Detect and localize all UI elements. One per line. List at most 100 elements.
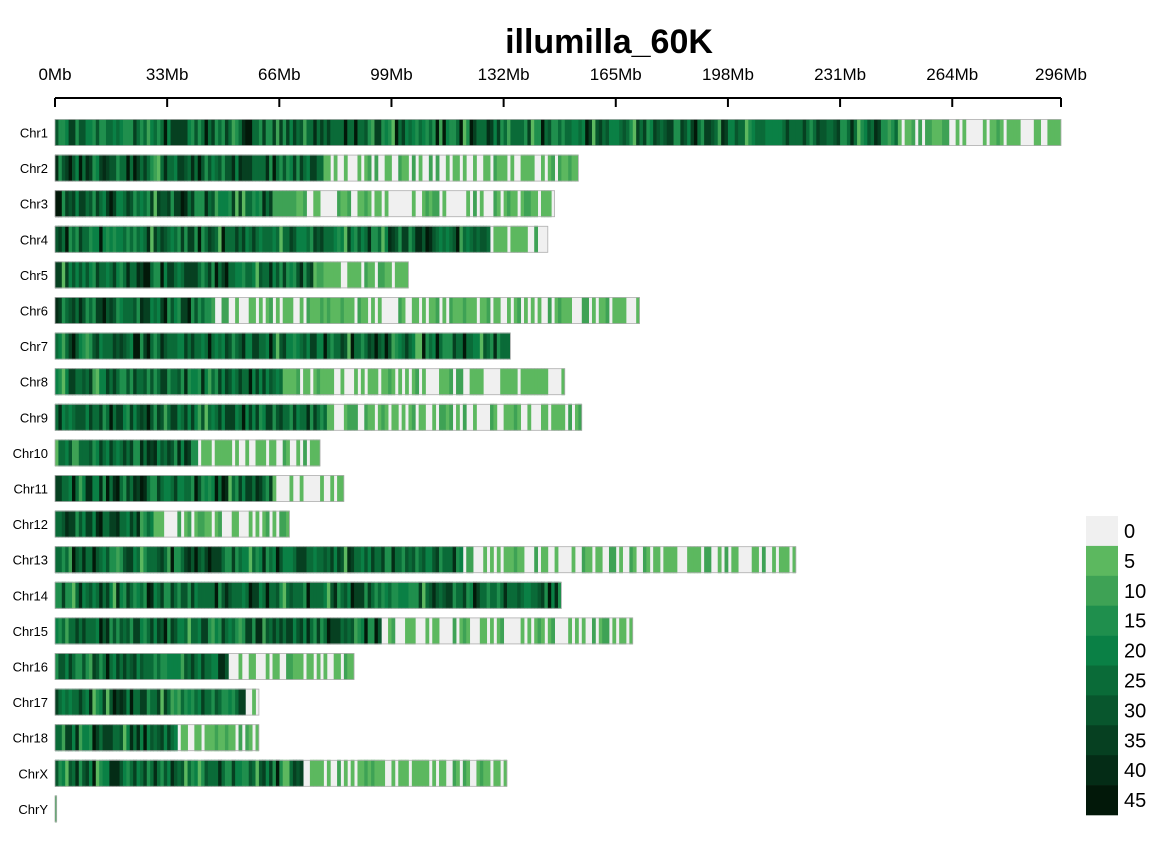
density-bin — [411, 154, 416, 182]
density-bin — [469, 332, 474, 360]
density-bin — [299, 119, 304, 146]
density-bin — [330, 332, 335, 360]
density-bin — [153, 403, 158, 431]
density-bin — [184, 688, 188, 716]
density-bin — [608, 546, 613, 574]
density-bin — [469, 225, 474, 253]
density-bin — [102, 332, 107, 360]
density-bin — [218, 368, 222, 396]
density-bin — [748, 119, 753, 146]
density-bin — [82, 510, 86, 538]
density-bin — [207, 332, 212, 360]
density-bin — [262, 225, 267, 253]
density-bin — [381, 368, 386, 396]
density-bin — [85, 297, 90, 324]
density-bin — [235, 368, 239, 396]
density-bin — [388, 119, 392, 146]
density-bin — [258, 403, 263, 431]
density-bin — [241, 332, 246, 360]
density-bin — [337, 190, 341, 218]
density-bin — [772, 119, 776, 146]
density-bin — [78, 332, 83, 360]
density-bin — [411, 759, 416, 787]
density-bin — [347, 546, 352, 574]
density-bin — [527, 403, 532, 431]
density-bin — [381, 759, 386, 787]
density-bin — [258, 297, 263, 324]
density-bin — [78, 297, 83, 324]
density-bin — [190, 225, 195, 253]
density-bin — [282, 368, 287, 396]
density-bin — [299, 653, 304, 680]
density-bin — [500, 119, 505, 146]
density-bin — [75, 297, 80, 324]
density-bin — [323, 617, 328, 645]
density-bin — [99, 688, 103, 716]
density-bin — [119, 261, 124, 289]
density-bin — [269, 403, 273, 431]
density-bin — [439, 403, 443, 431]
density-bin — [173, 190, 178, 218]
density-bin — [496, 119, 501, 146]
density-bin — [258, 119, 263, 146]
density-bin — [428, 581, 433, 609]
density-bin — [58, 439, 63, 467]
density-bin — [364, 119, 369, 146]
density-bin — [122, 368, 127, 396]
density-bin — [724, 119, 729, 146]
density-bin — [102, 439, 107, 467]
density-bin — [224, 581, 229, 609]
density-bin — [425, 546, 430, 574]
density-bin — [214, 475, 219, 502]
density-bin — [194, 581, 199, 609]
density-bin — [292, 225, 297, 253]
density-bin — [187, 190, 192, 218]
density-bin — [262, 332, 267, 360]
density-bin — [235, 475, 239, 502]
density-bin — [201, 759, 205, 787]
density-bin — [255, 225, 260, 253]
density-bin — [581, 297, 586, 324]
density-bin — [483, 581, 488, 609]
density-bin — [473, 154, 477, 182]
density-bin — [371, 759, 375, 787]
density-bin — [204, 297, 209, 324]
density-bin — [456, 581, 460, 609]
density-bin — [102, 190, 107, 218]
legend-swatch — [1086, 545, 1118, 577]
density-bin — [129, 225, 134, 253]
density-bin — [666, 546, 671, 574]
density-bin — [122, 724, 127, 752]
density-bin — [55, 261, 59, 289]
density-bin — [99, 475, 103, 502]
density-bin — [245, 581, 250, 609]
density-bin — [194, 190, 199, 218]
density-bin — [435, 225, 440, 253]
density-bin — [619, 119, 623, 146]
density-bin — [173, 475, 178, 502]
density-bin — [445, 546, 450, 574]
density-bin — [88, 403, 93, 431]
chromosome-label: Chr10 — [13, 446, 48, 461]
density-bin — [190, 653, 195, 680]
density-bin — [201, 190, 205, 218]
density-bin — [292, 154, 297, 182]
density-bin — [265, 617, 270, 645]
density-bin — [58, 510, 63, 538]
density-bin — [82, 225, 86, 253]
density-bin — [490, 546, 494, 574]
density-bin — [581, 546, 586, 574]
density-bin — [405, 617, 409, 645]
density-bin — [143, 617, 148, 645]
density-bin — [279, 190, 284, 218]
density-bin — [207, 653, 212, 680]
density-bin — [422, 368, 426, 396]
density-bin — [469, 119, 474, 146]
density-bin — [190, 759, 195, 787]
density-bin — [231, 119, 236, 146]
density-bin — [184, 510, 188, 538]
density-bin — [422, 332, 426, 360]
density-bin — [204, 510, 209, 538]
density-bin — [442, 332, 447, 360]
density-bin — [377, 297, 382, 324]
